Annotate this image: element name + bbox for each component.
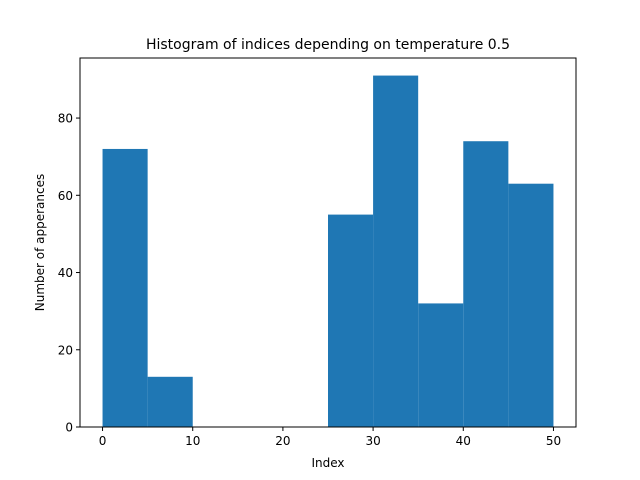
chart-title: Histogram of indices depending on temper… <box>146 37 510 53</box>
histogram-bar-5 <box>328 214 374 427</box>
x-tick-label-1: 10 <box>185 434 200 448</box>
x-axis-label: Index <box>311 456 344 470</box>
y-tick-label-1: 20 <box>58 343 73 357</box>
y-tick-label-2: 40 <box>58 266 73 280</box>
y-tick-label-3: 60 <box>58 189 73 203</box>
histogram-bar-8 <box>463 141 509 428</box>
y-tick-label-4: 80 <box>58 112 73 126</box>
bars-group <box>102 75 554 428</box>
histogram-bar-0 <box>102 148 148 427</box>
y-tick-label-0: 0 <box>65 421 73 435</box>
histogram-bar-6 <box>373 75 419 428</box>
x-tick-label-4: 40 <box>456 434 471 448</box>
histogram-bar-1 <box>147 376 193 427</box>
histogram-bar-9 <box>508 183 554 427</box>
x-tick-label-0: 0 <box>99 434 107 448</box>
plot-frame <box>79 57 577 428</box>
histogram-bar-7 <box>418 303 464 427</box>
y-axis-label: Number of apperances <box>33 174 47 312</box>
x-tick-label-2: 20 <box>275 434 290 448</box>
x-tick-label-5: 50 <box>546 434 561 448</box>
x-axis-ticks: 0 10 20 30 40 50 <box>99 427 561 448</box>
y-axis-ticks: 0 20 40 60 80 <box>58 112 80 435</box>
x-tick-label-3: 30 <box>365 434 380 448</box>
